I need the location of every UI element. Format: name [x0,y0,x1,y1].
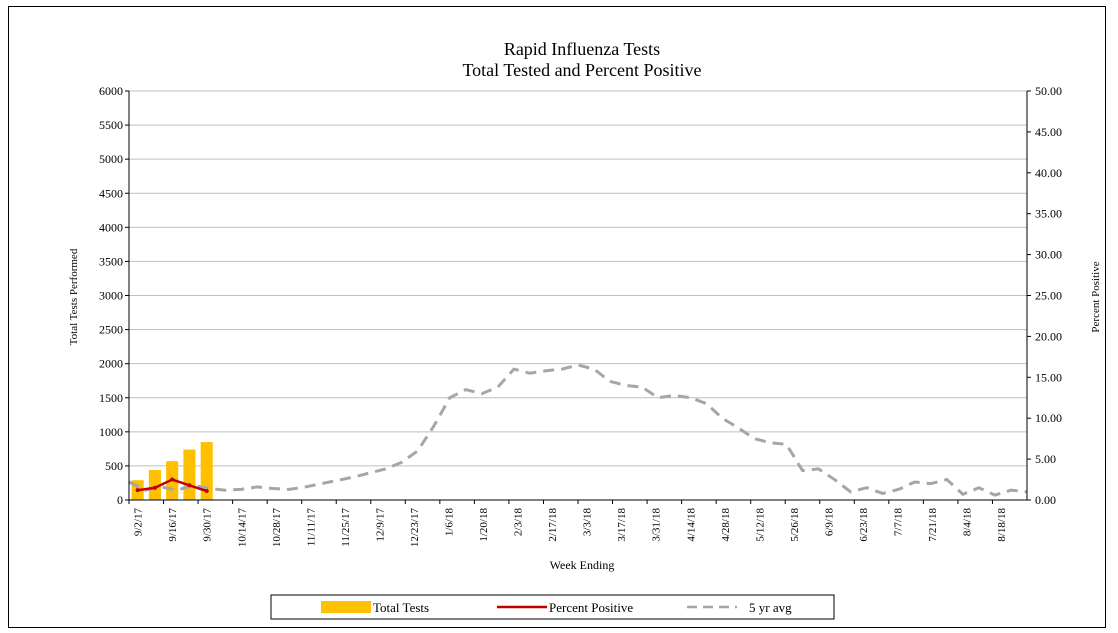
right-y-tick-label: 20.00 [1035,329,1062,343]
left-y-tick-label: 5500 [99,118,123,132]
bar-total-tests [200,442,213,500]
x-tick-label: 11/25/17 [340,508,352,547]
left-y-tick-label: 1500 [99,391,123,405]
legend-swatch-total-tests [321,601,371,613]
right-y-tick-label: 45.00 [1035,125,1062,139]
left-y-tick-label: 3000 [99,289,123,303]
left-y-tick-label: 6000 [99,84,123,98]
x-tick-label: 8/4/18 [962,508,974,537]
chart-svg: Rapid Influenza Tests Total Tested and P… [68,39,1102,620]
x-tick-label: 4/28/18 [720,508,732,542]
chart-frame: Rapid Influenza Tests Total Tested and P… [8,6,1106,628]
left-y-ticks: 0 500 1000 1500 2000 2500 3000 3500 4000 4500 5000… [99,84,123,507]
right-y-tick-label: 25.00 [1035,289,1062,303]
x-tick-label: 2/3/18 [513,508,525,537]
x-tick-label: 3/3/18 [582,508,594,537]
x-tick-label: 6/23/18 [858,508,870,542]
left-y-tick-label: 4000 [99,220,123,234]
x-tick-label: 1/6/18 [443,508,455,537]
point-percent-positive [187,483,192,488]
right-y-tick-label: 35.00 [1035,207,1062,221]
x-tick-label: 9/30/17 [202,508,214,542]
gridlines [129,90,1027,467]
point-percent-positive [152,485,157,490]
legend-label-5yr-avg: 5 yr avg [749,600,792,615]
left-y-tick-label: 5000 [99,152,123,166]
x-tick-label: 9/16/17 [167,508,179,542]
x-tick-label: 9/2/17 [133,508,145,537]
x-tick-label: 5/12/18 [754,508,766,542]
x-tick-label: 7/21/18 [927,508,939,542]
right-y-axis-label: Percent Positive [1090,261,1102,332]
right-y-tick-label: 50.00 [1035,84,1062,98]
bar-total-tests [183,449,196,500]
left-y-tick-label: 1000 [99,425,123,439]
axes [125,90,1031,504]
right-y-ticks: 0.00 5.00 10.00 15.00 20.00 25.00 30.00 35.00 40… [1035,84,1062,507]
chart-title: Rapid Influenza Tests [504,39,660,59]
legend-label-total-tests: Total Tests [373,600,429,615]
line-series [128,363,1028,497]
right-y-tick-label: 40.00 [1035,166,1062,180]
x-axis-label: Week Ending [550,558,615,572]
left-y-tick-label: 0 [117,493,123,507]
right-y-tick-label: 0.00 [1035,493,1056,507]
x-tick-label: 2/17/18 [547,508,559,542]
left-y-tick-label: 500 [105,459,123,473]
point-percent-positive [135,488,140,493]
x-tick-label: 5/26/18 [789,508,801,542]
right-y-tick-label: 30.00 [1035,248,1062,262]
x-tick-label: 10/14/17 [236,508,248,548]
point-percent-positive [170,477,175,482]
left-y-tick-label: 2500 [99,323,123,337]
bar-series [131,442,213,500]
x-tick-label: 12/9/17 [374,508,386,542]
point-percent-positive [204,489,209,494]
right-y-tick-label: 5.00 [1035,452,1056,466]
x-tick-label: 1/20/18 [478,508,490,542]
x-tick-label: 12/23/17 [409,508,421,548]
left-y-tick-label: 2000 [99,357,123,371]
chart-subtitle: Total Tested and Percent Positive [462,60,701,80]
right-y-tick-label: 15.00 [1035,370,1062,384]
line-5yr-avg [128,363,1028,497]
x-tick-label: 7/7/18 [892,508,904,537]
x-tick-label: 6/9/18 [823,508,835,537]
x-tick-label: 11/11/17 [305,508,317,547]
x-tick-label: 3/31/18 [651,508,663,542]
x-tick-label: 10/28/17 [271,508,283,548]
legend-label-percent-positive: Percent Positive [549,600,633,615]
left-y-tick-label: 4500 [99,186,123,200]
left-y-axis-label: Total Tests Performed [68,248,80,345]
bar-total-tests [148,470,161,500]
x-tick-label: 8/18/18 [996,508,1008,542]
x-tick-label: 3/17/18 [616,508,628,542]
x-ticks: 9/2/17 9/16/17 9/30/17 10/14/17 10/28/17 11/1… [133,508,1008,548]
right-y-tick-label: 10.00 [1035,411,1062,425]
x-tick-label: 4/14/18 [685,508,697,542]
left-y-tick-label: 3500 [99,254,123,268]
legend: Total Tests Percent Positive 5 yr avg [270,594,835,620]
